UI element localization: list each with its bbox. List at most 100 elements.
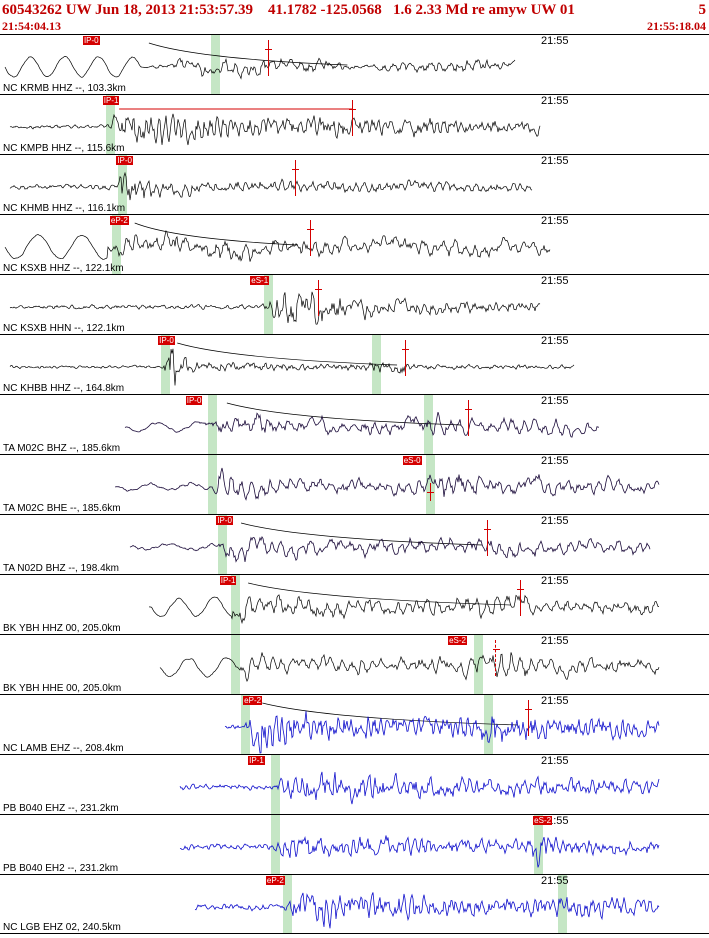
time-tick-label: 21:55 — [540, 575, 569, 587]
seismogram-waveform[interactable] — [194, 892, 660, 929]
trace-panel-3[interactable]: 21:55 NC KHMB HHZ --, 116.1km IP-0 — [0, 154, 709, 214]
phase-pick-label[interactable]: IP-0 — [185, 396, 203, 405]
pick-highlight-band[interactable] — [534, 815, 544, 874]
trace-panel-8[interactable]: 21:55 TA M02C BHE --, 185.6km eS-0 — [0, 454, 709, 514]
seismogram-waveform[interactable] — [179, 771, 660, 805]
seismogram-waveform[interactable] — [124, 411, 600, 438]
phase-pick-label[interactable]: eS-2 — [448, 636, 467, 645]
phase-pick-label[interactable]: IP-0 — [216, 516, 233, 525]
phase-pick-label[interactable]: eP-2 — [265, 876, 285, 885]
trace-panel-9[interactable]: 21:55 TA N02D BHZ --, 198.4km IP-0 — [0, 514, 709, 574]
waveform-canvas[interactable] — [0, 695, 709, 754]
waveform-canvas[interactable] — [0, 275, 709, 334]
station-label: NC KRMB HHZ --, 103.3km — [3, 83, 126, 94]
seismogram-waveform[interactable] — [4, 229, 551, 262]
phase-pick-marker[interactable] — [492, 640, 500, 676]
phase-pick-label[interactable]: IP-1 — [102, 96, 120, 105]
pick-highlight-band[interactable] — [210, 35, 220, 94]
trace-panel-11[interactable]: 21:55 BK YBH HHE 00, 205.0km eS-2 — [0, 634, 709, 694]
phase-pick-marker[interactable] — [306, 220, 314, 256]
phase-pick-marker[interactable] — [401, 340, 409, 376]
waveform-canvas[interactable] — [0, 95, 709, 154]
seismogram-waveform[interactable] — [159, 652, 660, 683]
trace-panel-13[interactable]: 21:55 PB B040 EHZ --, 231.2km IP-1 — [0, 754, 709, 814]
time-tick-label: 21:55 — [540, 515, 569, 527]
seismogram-waveform[interactable] — [114, 467, 660, 501]
pick-highlight-band[interactable] — [161, 335, 171, 394]
seismogram-waveform[interactable] — [9, 113, 541, 146]
time-tick-label: 21:55 — [540, 35, 569, 47]
trace-panel-7[interactable]: 21:55 TA M02C BHZ --, 185.6km IP-0 — [0, 394, 709, 454]
waveform-canvas[interactable] — [0, 875, 709, 934]
seismogram-waveform[interactable] — [4, 56, 516, 80]
pick-highlight-band[interactable] — [230, 635, 240, 694]
pick-highlight-band[interactable] — [473, 635, 483, 694]
phase-pick-label[interactable]: eP-2 — [109, 216, 129, 225]
seismogram-waveform[interactable] — [129, 535, 651, 563]
coda-decay-curve — [248, 582, 511, 606]
time-range-row: 21:54:04.13 21:55:18.04 — [0, 19, 709, 34]
seismogram-waveform[interactable] — [179, 835, 660, 868]
phase-pick-label[interactable]: IP-0 — [82, 36, 100, 45]
waveform-canvas[interactable] — [0, 335, 709, 394]
pick-highlight-band[interactable] — [283, 875, 293, 933]
trace-panel-15[interactable]: 21:55 NC LGB EHZ 02, 240.5km eP-2 — [0, 874, 709, 934]
phase-pick-marker[interactable] — [484, 520, 492, 556]
phase-pick-label[interactable]: IP-1 — [219, 576, 237, 585]
waveform-canvas[interactable] — [0, 815, 709, 874]
time-tick-label: 21:55 — [540, 455, 569, 467]
trace-panel-10[interactable]: 21:55 BK YBH HHZ 00, 205.0km IP-1 — [0, 574, 709, 634]
phase-pick-label[interactable]: IP-0 — [158, 336, 175, 345]
pick-highlight-band[interactable] — [271, 755, 281, 814]
trace-panel-6[interactable]: 21:55 NC KHBB HHZ --, 164.8km IP-0 — [0, 334, 709, 394]
waveform-canvas[interactable] — [0, 455, 709, 514]
waveform-canvas[interactable] — [0, 395, 709, 454]
phase-pick-label[interactable]: eS-2 — [533, 816, 553, 825]
phase-pick-label[interactable]: eS-1 — [250, 276, 270, 285]
seismogram-waveform[interactable] — [148, 594, 659, 625]
phase-pick-label[interactable]: eP-2 — [243, 696, 263, 705]
trace-panel-4[interactable]: 21:55 NC KSXB HHZ --, 122.1km eP-2 — [0, 214, 709, 274]
phase-pick-marker[interactable] — [315, 280, 323, 316]
phase-pick-label[interactable]: IP-1 — [248, 756, 265, 765]
waveform-canvas[interactable] — [0, 215, 709, 274]
phase-pick-marker[interactable] — [525, 700, 533, 736]
pick-highlight-band[interactable] — [271, 815, 281, 874]
phase-pick-marker[interactable] — [464, 400, 472, 436]
phase-pick-marker[interactable] — [516, 580, 524, 616]
pick-highlight-band[interactable] — [105, 95, 115, 154]
seismogram-waveform[interactable] — [9, 171, 533, 201]
pick-highlight-band[interactable] — [424, 395, 434, 454]
station-label: TA M02C BHE --, 185.6km — [3, 503, 121, 514]
waveform-canvas[interactable] — [0, 155, 709, 214]
trace-panel-5[interactable]: 21:55 NC KSXB HHN --, 122.1km eS-1 — [0, 274, 709, 334]
phase-pick-label[interactable]: eS-0 — [402, 456, 422, 465]
trace-panel-14[interactable]: 21:55 PB B040 EH2 --, 231.2km eS-2 — [0, 814, 709, 874]
event-header: 60543262 UW Jun 18, 2013 21:53:57.39 41.… — [0, 0, 709, 19]
pick-highlight-band[interactable] — [207, 455, 217, 514]
pick-highlight-band[interactable] — [230, 575, 240, 634]
time-tick-label: 21:55 — [540, 335, 569, 347]
phase-pick-label[interactable]: IP-0 — [116, 156, 133, 165]
phase-pick-marker[interactable] — [265, 40, 272, 76]
pick-highlight-band[interactable] — [117, 155, 127, 214]
seismogram-waveform[interactable] — [224, 710, 660, 754]
waveform-canvas[interactable] — [0, 35, 709, 94]
pick-highlight-band[interactable] — [483, 695, 493, 754]
phase-pick-marker[interactable] — [427, 483, 435, 501]
pick-highlight-band[interactable] — [264, 275, 273, 334]
seismogram-waveform[interactable] — [9, 348, 575, 386]
phase-pick-marker[interactable] — [291, 160, 299, 196]
pick-highlight-band[interactable] — [112, 215, 122, 274]
trace-panel-12[interactable]: 21:55 NC LAMB EHZ --, 208.4km eP-2 — [0, 694, 709, 754]
time-tick-label: 21:55 — [540, 215, 569, 227]
waveform-canvas[interactable] — [0, 755, 709, 814]
waveform-canvas[interactable] — [0, 515, 709, 574]
seismogram-waveform[interactable] — [9, 291, 541, 325]
trace-panel-1[interactable]: 21:55 NC KRMB HHZ --, 103.3km IP-0 — [0, 34, 709, 94]
trace-panel-2[interactable]: 21:55 NC KMPB HHZ --, 115.6km IP-1 — [0, 94, 709, 154]
waveform-canvas[interactable] — [0, 575, 709, 634]
phase-pick-marker[interactable] — [349, 100, 357, 136]
waveform-canvas[interactable] — [0, 635, 709, 694]
pick-highlight-band[interactable] — [241, 695, 251, 754]
